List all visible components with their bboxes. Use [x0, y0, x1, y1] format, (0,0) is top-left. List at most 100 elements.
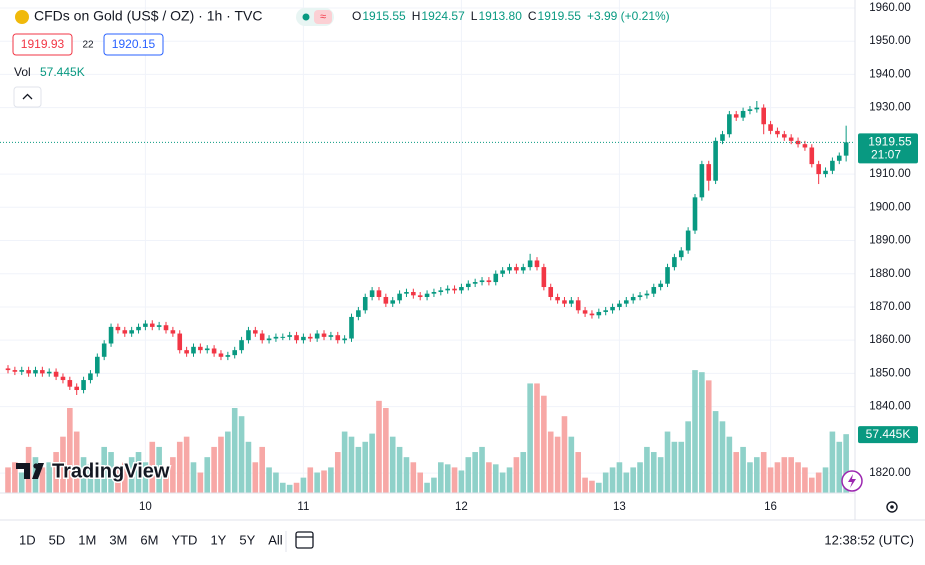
volume-bar — [623, 472, 630, 493]
volume-bar — [389, 436, 396, 493]
range-button[interactable]: All — [268, 532, 283, 547]
volume-title: Vol — [14, 65, 31, 79]
volume-bar — [273, 472, 279, 493]
candle-body — [218, 353, 224, 357]
range-button[interactable]: 1Y — [210, 532, 226, 547]
candle-body — [802, 144, 808, 148]
volume-bar — [678, 441, 685, 493]
candle-body — [239, 340, 244, 351]
candle-body — [74, 386, 79, 391]
volume-bar — [328, 467, 334, 493]
range-button[interactable]: 1M — [78, 532, 96, 547]
y-tick-label: 1910.00 — [869, 168, 911, 180]
candle-body — [548, 287, 554, 297]
volume-bar — [73, 431, 80, 493]
x-tick-label: 13 — [613, 501, 626, 513]
volume-bar — [499, 472, 506, 493]
candle-body — [266, 338, 272, 341]
candle-body — [836, 155, 842, 161]
candle-body — [459, 287, 464, 291]
candle-body — [555, 296, 560, 301]
volume-bar — [286, 484, 293, 493]
y-tick-label: 1900.00 — [869, 201, 911, 213]
y-tick-label: 1860.00 — [869, 334, 911, 346]
y-tick-label: 1880.00 — [869, 268, 911, 280]
volume-bar — [788, 457, 794, 493]
candle-body — [46, 371, 52, 374]
volume-bar — [197, 472, 204, 493]
candle-body — [603, 310, 608, 312]
candle-body — [672, 257, 677, 268]
candle-body — [259, 333, 265, 341]
volume-bar — [829, 431, 836, 493]
volume-bar — [719, 421, 726, 493]
range-button[interactable]: 3M — [109, 532, 127, 547]
buy-price: 1920.15 — [112, 37, 156, 51]
volume-bar — [513, 457, 520, 493]
candle-body — [314, 333, 320, 339]
volume-bar — [12, 462, 18, 493]
candle-body — [493, 273, 499, 283]
assistant-icon — [848, 474, 856, 488]
range-button[interactable]: 5D — [49, 532, 66, 547]
volume-bar — [238, 416, 245, 493]
volume-bar — [60, 436, 66, 493]
candle-body — [534, 260, 540, 268]
candle-body — [307, 336, 313, 339]
legend-key: C — [528, 9, 537, 23]
candle-body — [713, 140, 718, 181]
collapse-button[interactable] — [13, 86, 42, 108]
candle-body — [108, 326, 114, 344]
range-button[interactable]: 1D — [19, 532, 36, 547]
volume-bar — [369, 433, 375, 493]
candle-body — [472, 282, 478, 284]
candle-body — [349, 316, 354, 339]
legend-value: 1913.80 — [478, 9, 522, 23]
delay-badge — [314, 10, 332, 24]
candle-body — [184, 350, 189, 354]
candle-body — [617, 303, 622, 307]
candle-body — [101, 343, 107, 357]
volume-bar — [479, 446, 485, 493]
legend-key: H — [412, 9, 421, 23]
volume-bar — [218, 436, 224, 493]
range-button[interactable]: 6M — [140, 532, 158, 547]
candle-body — [356, 310, 361, 317]
legend-key: O — [352, 9, 361, 23]
candle-body — [156, 325, 162, 327]
candle-body — [658, 283, 663, 288]
candle-body — [60, 376, 66, 381]
candle-body — [143, 323, 148, 327]
legend-change: +3.99 (+0.21%) — [587, 9, 670, 23]
volume-bar — [616, 462, 623, 493]
y-tick-label: 1930.00 — [869, 102, 911, 114]
volume-bar — [431, 477, 437, 493]
volume-bar — [589, 480, 595, 493]
range-button[interactable]: 5Y — [239, 532, 255, 547]
volume-bar — [554, 436, 561, 493]
volume-bar — [5, 467, 11, 493]
volume-bar — [67, 408, 73, 493]
candle-body — [376, 290, 382, 297]
goto-date-icon[interactable] — [295, 531, 314, 549]
candle-body — [191, 346, 196, 354]
candle-body — [33, 370, 38, 374]
settings-icon[interactable] — [886, 501, 898, 513]
candle-body — [12, 370, 18, 372]
legend-value: 1915.55 — [362, 9, 406, 23]
candle-body — [280, 336, 286, 338]
candle-body — [177, 333, 183, 351]
candle-body — [163, 325, 169, 331]
volume-bar — [94, 462, 101, 493]
volume-pane — [5, 370, 849, 493]
volume-bar — [520, 452, 527, 493]
candle-body — [404, 292, 409, 294]
settings-icon-dot — [890, 505, 894, 509]
volume-bar — [231, 408, 238, 493]
range-button[interactable]: YTD — [171, 532, 197, 547]
volume-bar — [561, 416, 568, 493]
sell-button[interactable] — [12, 33, 73, 56]
buy-button[interactable] — [103, 33, 164, 56]
volume-bar — [609, 467, 616, 493]
volume-bar — [362, 441, 369, 493]
